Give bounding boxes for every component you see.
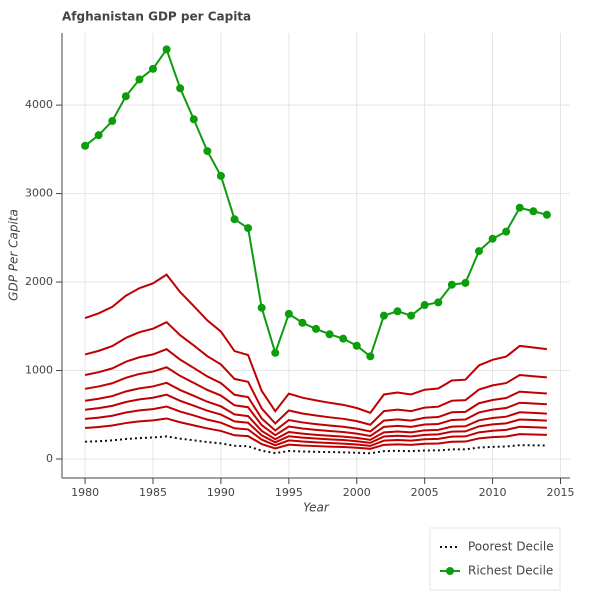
data-point (447, 280, 456, 289)
chart-title: Afghanistan GDP per Capita (62, 10, 251, 24)
data-point (515, 203, 524, 212)
data-point (502, 227, 511, 236)
x-tick-label: 2015 (546, 486, 574, 499)
series-line (84, 321, 547, 426)
data-point (108, 117, 117, 126)
series-line (84, 273, 548, 414)
data-point (244, 224, 253, 233)
x-tick-label: 1990 (207, 486, 235, 499)
x-tick-label: 2005 (411, 486, 439, 499)
data-point (162, 45, 171, 54)
data-point (216, 171, 225, 180)
data-point (366, 352, 375, 361)
data-point (529, 207, 538, 216)
series-line (84, 348, 547, 433)
legend-marker (446, 567, 454, 575)
data-point (461, 278, 470, 287)
series-line (84, 393, 547, 444)
series-line (84, 381, 547, 441)
data-point (312, 324, 320, 333)
y-tick-label: 0 (46, 452, 53, 465)
y-tick-label: 4000 (25, 98, 53, 111)
data-point (271, 348, 280, 357)
data-point (393, 307, 402, 316)
data-point (176, 84, 185, 93)
data-point (379, 311, 388, 320)
data-point (94, 131, 103, 140)
data-point (488, 234, 497, 243)
legend-box (429, 527, 561, 591)
data-point (298, 318, 307, 327)
series-line (84, 405, 547, 447)
data-point (352, 341, 361, 350)
series-line (85, 417, 547, 450)
data-point (149, 64, 158, 73)
x-axis-label: Year (303, 501, 330, 515)
y-axis-label: GDP Per Capita (7, 209, 21, 301)
x-tick-label: 2000 (343, 486, 371, 499)
y-tick-label: 3000 (25, 187, 53, 200)
legend-label: Poorest Decile (468, 540, 554, 554)
data-point (542, 210, 551, 219)
data-point (434, 298, 443, 307)
x-tick-label: 1980 (71, 486, 99, 499)
data-point (420, 301, 429, 310)
data-point (121, 92, 130, 101)
data-point (339, 334, 348, 343)
data-point (189, 115, 198, 124)
data-point (257, 303, 266, 312)
data-point (284, 309, 293, 318)
data-point (474, 247, 483, 256)
y-tick-label: 1000 (25, 364, 53, 377)
series-line (84, 47, 548, 359)
data-point (407, 311, 416, 320)
y-tick-label: 2000 (25, 275, 53, 288)
x-tick-label: 2010 (479, 486, 507, 499)
data-point (81, 141, 90, 150)
legend-label: Richest Decile (468, 564, 553, 578)
series-line (84, 366, 547, 438)
data-point (203, 147, 212, 156)
x-tick-label: 1985 (139, 486, 167, 499)
data-point (230, 215, 239, 224)
data-point (135, 75, 144, 84)
data-point (325, 330, 334, 339)
x-tick-label: 1995 (275, 486, 303, 499)
